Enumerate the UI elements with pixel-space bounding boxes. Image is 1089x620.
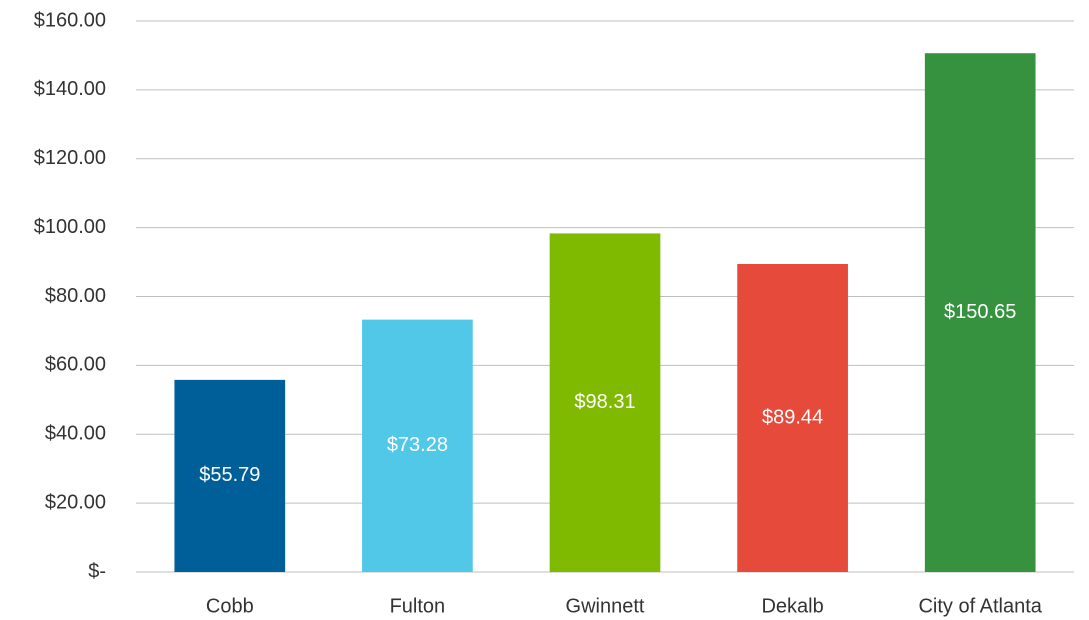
x-tick-label: Cobb: [206, 595, 254, 617]
data-label: $73.28: [387, 434, 448, 456]
y-tick-label: $40.00: [45, 423, 106, 445]
y-tick-label: $120.00: [34, 147, 106, 169]
x-tick-label: Fulton: [390, 595, 446, 617]
bar: [362, 319, 473, 572]
data-label: $98.31: [574, 391, 635, 413]
y-tick-label: $140.00: [34, 78, 106, 100]
y-tick-label: $100.00: [34, 216, 106, 238]
y-tick-label: $60.00: [45, 354, 106, 376]
y-tick-label: $20.00: [45, 491, 106, 513]
x-tick-label: Gwinnett: [566, 595, 645, 617]
x-tick-label: Dekalb: [761, 595, 823, 617]
bar: [737, 263, 848, 572]
data-label: $150.65: [944, 301, 1016, 323]
bar: [549, 233, 661, 572]
data-label: $55.79: [199, 464, 260, 486]
y-tick-label: $80.00: [45, 285, 106, 307]
bar: [924, 53, 1036, 573]
x-tick-label: City of Atlanta: [918, 595, 1042, 617]
y-tick-label: $-: [88, 560, 106, 582]
bar: [174, 379, 286, 572]
y-tick-label: $160.00: [34, 9, 106, 31]
data-label: $89.44: [762, 406, 823, 428]
